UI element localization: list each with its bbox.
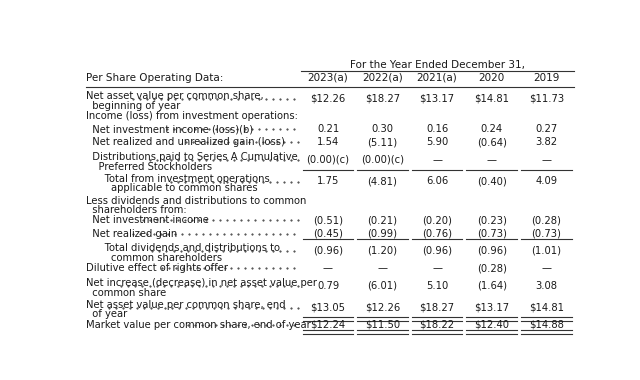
Text: 2019: 2019 xyxy=(533,73,559,83)
Text: Per Share Operating Data:: Per Share Operating Data: xyxy=(86,73,223,83)
Text: Total dividends and distributions to: Total dividends and distributions to xyxy=(86,243,280,253)
Text: Less dividends and distributions to common: Less dividends and distributions to comm… xyxy=(86,196,307,206)
Text: 0.21: 0.21 xyxy=(317,124,339,134)
Text: (0.64): (0.64) xyxy=(477,138,507,147)
Text: (6.01): (6.01) xyxy=(367,280,397,291)
Text: $12.26: $12.26 xyxy=(310,94,346,104)
Text: 2021(a): 2021(a) xyxy=(417,73,458,83)
Text: Net realized gain: Net realized gain xyxy=(86,228,177,239)
Text: (0.51): (0.51) xyxy=(313,215,343,225)
Text: Net realized and unrealized gain (loss): Net realized and unrealized gain (loss) xyxy=(86,138,285,147)
Text: (0.45): (0.45) xyxy=(313,228,343,239)
Text: (0.28): (0.28) xyxy=(477,263,507,273)
Text: 6.06: 6.06 xyxy=(426,176,448,187)
Text: (0.00)(c): (0.00)(c) xyxy=(361,155,404,165)
Text: (0.76): (0.76) xyxy=(422,228,452,239)
Text: —: — xyxy=(541,155,551,165)
Text: 4.09: 4.09 xyxy=(535,176,557,187)
Text: $18.22: $18.22 xyxy=(420,320,454,329)
Text: $11.50: $11.50 xyxy=(365,320,400,329)
Text: 3.82: 3.82 xyxy=(535,138,557,147)
Text: of year: of year xyxy=(86,309,127,319)
Text: (5.11): (5.11) xyxy=(367,138,397,147)
Text: 2022(a): 2022(a) xyxy=(362,73,403,83)
Text: 3.08: 3.08 xyxy=(535,280,557,291)
Text: (0.28): (0.28) xyxy=(531,215,561,225)
Text: $13.05: $13.05 xyxy=(310,302,346,312)
Text: $14.81: $14.81 xyxy=(529,302,564,312)
Text: Income (loss) from investment operations:: Income (loss) from investment operations… xyxy=(86,111,298,121)
Text: —: — xyxy=(378,263,388,273)
Text: beginning of year: beginning of year xyxy=(86,101,180,111)
Text: (1.20): (1.20) xyxy=(367,246,397,256)
Text: Total from investment operations: Total from investment operations xyxy=(86,174,269,184)
Text: 1.54: 1.54 xyxy=(317,138,339,147)
Text: (0.96): (0.96) xyxy=(313,246,343,256)
Text: $13.17: $13.17 xyxy=(420,94,454,104)
Text: (0.73): (0.73) xyxy=(477,228,507,239)
Text: (0.40): (0.40) xyxy=(477,176,506,187)
Text: 2020: 2020 xyxy=(479,73,505,83)
Text: Market value per common share, end of year: Market value per common share, end of ye… xyxy=(86,320,310,329)
Text: $18.27: $18.27 xyxy=(420,302,454,312)
Text: $11.73: $11.73 xyxy=(529,94,564,104)
Text: 0.30: 0.30 xyxy=(372,124,394,134)
Text: (1.01): (1.01) xyxy=(531,246,561,256)
Text: —: — xyxy=(432,155,442,165)
Text: Net investment income: Net investment income xyxy=(86,215,209,225)
Text: (0.96): (0.96) xyxy=(422,246,452,256)
Text: common shareholders: common shareholders xyxy=(86,253,222,263)
Text: $18.27: $18.27 xyxy=(365,94,400,104)
Text: 0.27: 0.27 xyxy=(535,124,557,134)
Text: —: — xyxy=(486,155,497,165)
Text: $14.81: $14.81 xyxy=(474,94,509,104)
Text: Net asset value per common share,: Net asset value per common share, xyxy=(86,91,264,101)
Text: —: — xyxy=(541,263,551,273)
Text: (0.00)(c): (0.00)(c) xyxy=(307,155,349,165)
Text: For the Year Ended December 31,: For the Year Ended December 31, xyxy=(349,60,525,70)
Text: (0.96): (0.96) xyxy=(477,246,507,256)
Text: (0.20): (0.20) xyxy=(422,215,452,225)
Text: $12.26: $12.26 xyxy=(365,302,400,312)
Text: applicable to common shares: applicable to common shares xyxy=(86,183,257,193)
Text: —: — xyxy=(432,263,442,273)
Text: Dilutive effect of rights offer: Dilutive effect of rights offer xyxy=(86,263,228,273)
Text: Net investment income (loss)(b): Net investment income (loss)(b) xyxy=(86,124,253,134)
Text: (4.81): (4.81) xyxy=(367,176,397,187)
Text: $12.24: $12.24 xyxy=(310,320,346,329)
Text: Distributions paid to Series A Cumulative: Distributions paid to Series A Cumulativ… xyxy=(86,152,298,162)
Text: 0.24: 0.24 xyxy=(481,124,503,134)
Text: Preferred Stockholders: Preferred Stockholders xyxy=(86,162,212,172)
Text: 0.16: 0.16 xyxy=(426,124,448,134)
Text: 5.10: 5.10 xyxy=(426,280,448,291)
Text: 0.79: 0.79 xyxy=(317,280,339,291)
Text: $13.17: $13.17 xyxy=(474,302,509,312)
Text: 2023(a): 2023(a) xyxy=(308,73,348,83)
Text: common share: common share xyxy=(86,288,166,298)
Text: $12.40: $12.40 xyxy=(474,320,509,329)
Text: 1.75: 1.75 xyxy=(317,176,339,187)
Text: (1.64): (1.64) xyxy=(477,280,507,291)
Text: 5.90: 5.90 xyxy=(426,138,448,147)
Text: Net increase (decrease) in net asset value per: Net increase (decrease) in net asset val… xyxy=(86,278,317,288)
Text: Net asset value per common share, end: Net asset value per common share, end xyxy=(86,300,285,310)
Text: (0.21): (0.21) xyxy=(367,215,397,225)
Text: (0.73): (0.73) xyxy=(531,228,561,239)
Text: —: — xyxy=(323,263,333,273)
Text: $14.88: $14.88 xyxy=(529,320,564,329)
Text: (0.99): (0.99) xyxy=(367,228,397,239)
Text: (0.23): (0.23) xyxy=(477,215,507,225)
Text: shareholders from:: shareholders from: xyxy=(86,205,187,215)
